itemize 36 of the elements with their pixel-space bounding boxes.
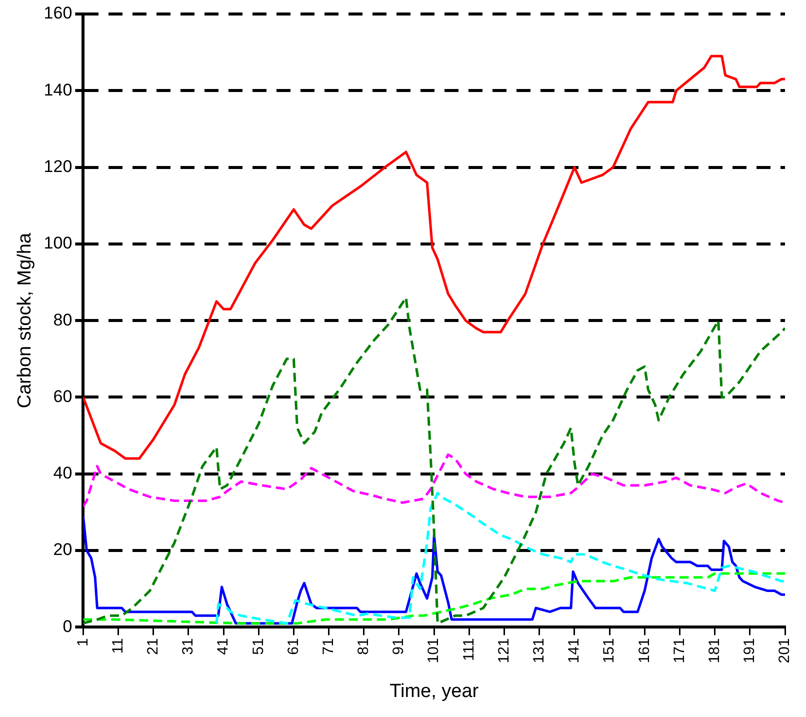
y-tick-label: 140 <box>44 80 72 100</box>
y-tick-label: 120 <box>44 156 72 176</box>
y-tick-label: 80 <box>53 310 72 330</box>
x-tick-label: 151 <box>600 638 618 664</box>
y-tick-label: 0 <box>62 616 72 636</box>
x-tick-label: 41 <box>214 638 232 655</box>
line-series <box>83 453 785 508</box>
y-tick-label: 60 <box>53 386 72 406</box>
x-tick-label: 1 <box>74 638 92 647</box>
x-tick-label: 141 <box>566 638 583 664</box>
y-tick-label: 40 <box>53 464 72 483</box>
x-tick-label: 71 <box>320 638 337 655</box>
x-tick-label: 61 <box>284 638 302 655</box>
y-tick-label: 100 <box>44 234 72 253</box>
y-tick-label: 20 <box>53 540 72 560</box>
x-tick-label: 21 <box>144 638 162 655</box>
x-tick-label: 51 <box>250 638 267 655</box>
x-tick-label: 161 <box>636 638 653 664</box>
x-tick-label: 101 <box>425 638 442 664</box>
x-tick-label: 201 <box>776 638 794 664</box>
line-series <box>83 572 785 625</box>
x-tick-label: 81 <box>355 638 372 655</box>
y-tick-label: 160 <box>44 4 72 23</box>
x-tick-label: 131 <box>530 638 548 664</box>
line-series <box>83 296 785 625</box>
x-axis-title: Time, year <box>390 680 480 702</box>
y-axis-title: Carbon stock, Mg/ha <box>14 232 36 408</box>
x-tick-label: 91 <box>390 638 408 655</box>
x-tick-label: 31 <box>180 638 197 655</box>
x-tick-label: 171 <box>670 638 688 664</box>
x-tick-label: 11 <box>109 638 126 654</box>
x-tick-label: 181 <box>706 638 723 664</box>
x-tick-label: 191 <box>741 638 758 664</box>
line-series <box>215 492 785 625</box>
x-tick-label: 121 <box>495 638 512 664</box>
x-tick-label: 111 <box>460 638 478 661</box>
